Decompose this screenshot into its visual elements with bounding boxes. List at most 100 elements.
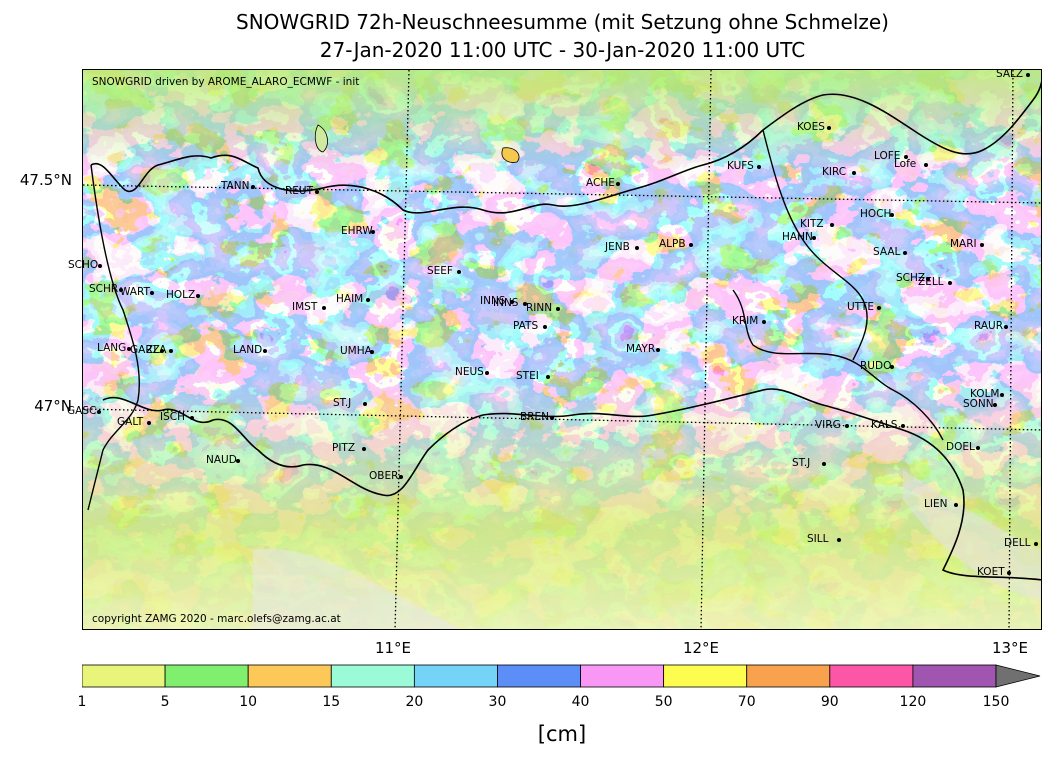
station-label: IMST [292,301,318,313]
station-marker [315,190,319,194]
station-marker [904,155,908,159]
station-label: ST.J [333,397,352,409]
station-label: SCHZ [896,272,926,284]
colorbar-segment [164,664,249,688]
lon-label-12: 12°E [682,639,720,657]
station-marker [370,350,374,354]
snow-field [83,70,1041,629]
station-label: LANG [97,342,127,354]
station-label: Lofe [894,158,917,170]
station-marker [827,126,831,130]
colorbar-tick-label: 15 [322,694,341,710]
west-border [87,164,141,511]
colorbar-tick-label: 50 [654,694,673,710]
station-label: GALT [117,416,144,428]
station-label: PITZ [332,442,356,454]
station-marker [546,375,550,379]
copyright-note: copyright ZAMG 2020 - marc.olefs@zamg.ac… [92,613,341,625]
station-marker [160,349,164,353]
colorbar-tick-label: 150 [982,694,1010,710]
station-label: DOEL [946,441,975,453]
station-marker [812,236,816,240]
station-marker [366,298,370,302]
station-label: SALZ [996,68,1024,80]
station-marker [1007,571,1011,575]
station-label: GARZ [130,344,160,356]
station-marker [150,291,154,295]
station-marker [616,182,620,186]
colorbar-tick-label: 40 [571,694,590,710]
station-label: RINN [526,302,553,314]
tirol-east-border [762,129,868,361]
station-marker [901,424,905,428]
colorbar-tick-label: 1 [77,694,87,710]
station-label: EHRW [341,225,373,237]
station-label: VIRG [815,419,841,431]
colorbar [82,664,1041,688]
station-label: BREN [520,411,549,423]
station-marker [837,538,841,542]
station-marker [993,403,997,407]
station-marker [757,165,761,169]
station-marker [822,462,826,466]
station-label: WART [120,286,150,298]
colorbar-tick-label: 20 [405,694,424,710]
station-marker [656,348,660,352]
graticule [83,70,1041,629]
south-border [102,388,1041,581]
station-label: ALPB [659,238,686,250]
station-marker [550,416,554,420]
station-label: SCHR [89,283,119,295]
colorbar-segment [912,664,997,688]
lon-label-13: 13°E [991,639,1029,657]
station-marker [362,447,366,451]
station-marker [1034,542,1038,546]
station-marker [196,294,200,298]
station-marker [830,223,834,227]
station-label: KOLM [970,388,1000,400]
station-marker [980,243,984,247]
station-marker [399,475,403,479]
station-label: KUFS [727,160,754,172]
station-label: SCHO [68,259,99,271]
colorbar-segment [330,664,415,688]
station-marker [954,503,958,507]
station-label: KITZ [800,218,824,230]
station-label: DELL [1004,537,1031,549]
station-label: MARI [950,238,977,250]
station-marker [1004,325,1008,329]
colorbar-segment [82,664,166,688]
station-marker [97,410,101,414]
map-subtitle-period: 27-Jan-2020 11:00 UTC - 30-Jan-2020 11:0… [319,38,806,62]
station-label: REUT [285,185,314,197]
colorbar-segment [746,664,831,688]
station-marker [485,371,489,375]
station-marker [890,365,894,369]
station-label: ZELL [918,276,944,288]
colorbar-segment [497,664,581,688]
colorbar-tick-label: 120 [899,694,927,710]
colorbar-segment [580,664,665,688]
station-label: KIRC [822,166,847,178]
station-marker [924,163,928,167]
station-label: HOCH [860,208,892,220]
colorbar-extend-arrow [995,664,1041,688]
colorbar-segment [663,664,748,688]
station-label: ACHE [586,177,615,189]
colorbar-tick-label: 90 [820,694,839,710]
station-marker [845,424,849,428]
station-label: KALS [871,419,898,431]
station-marker [926,277,930,281]
station-label: OBER [369,470,399,482]
station-label: KRIM [732,315,759,327]
station-marker [523,302,527,306]
station-marker [236,459,240,463]
station-label: INNS [480,295,506,307]
station-label: JENB [605,241,630,253]
lat-label-47.5: 47.5°N [19,171,72,189]
austria-border [90,81,1041,214]
colorbar-unit: [cm] [537,722,587,746]
station-label: SONN [963,398,994,410]
station-label: UMHA [340,345,372,357]
model-note: SNOWGRID driven by AROME_ALARO_ECMWF - i… [92,76,360,88]
